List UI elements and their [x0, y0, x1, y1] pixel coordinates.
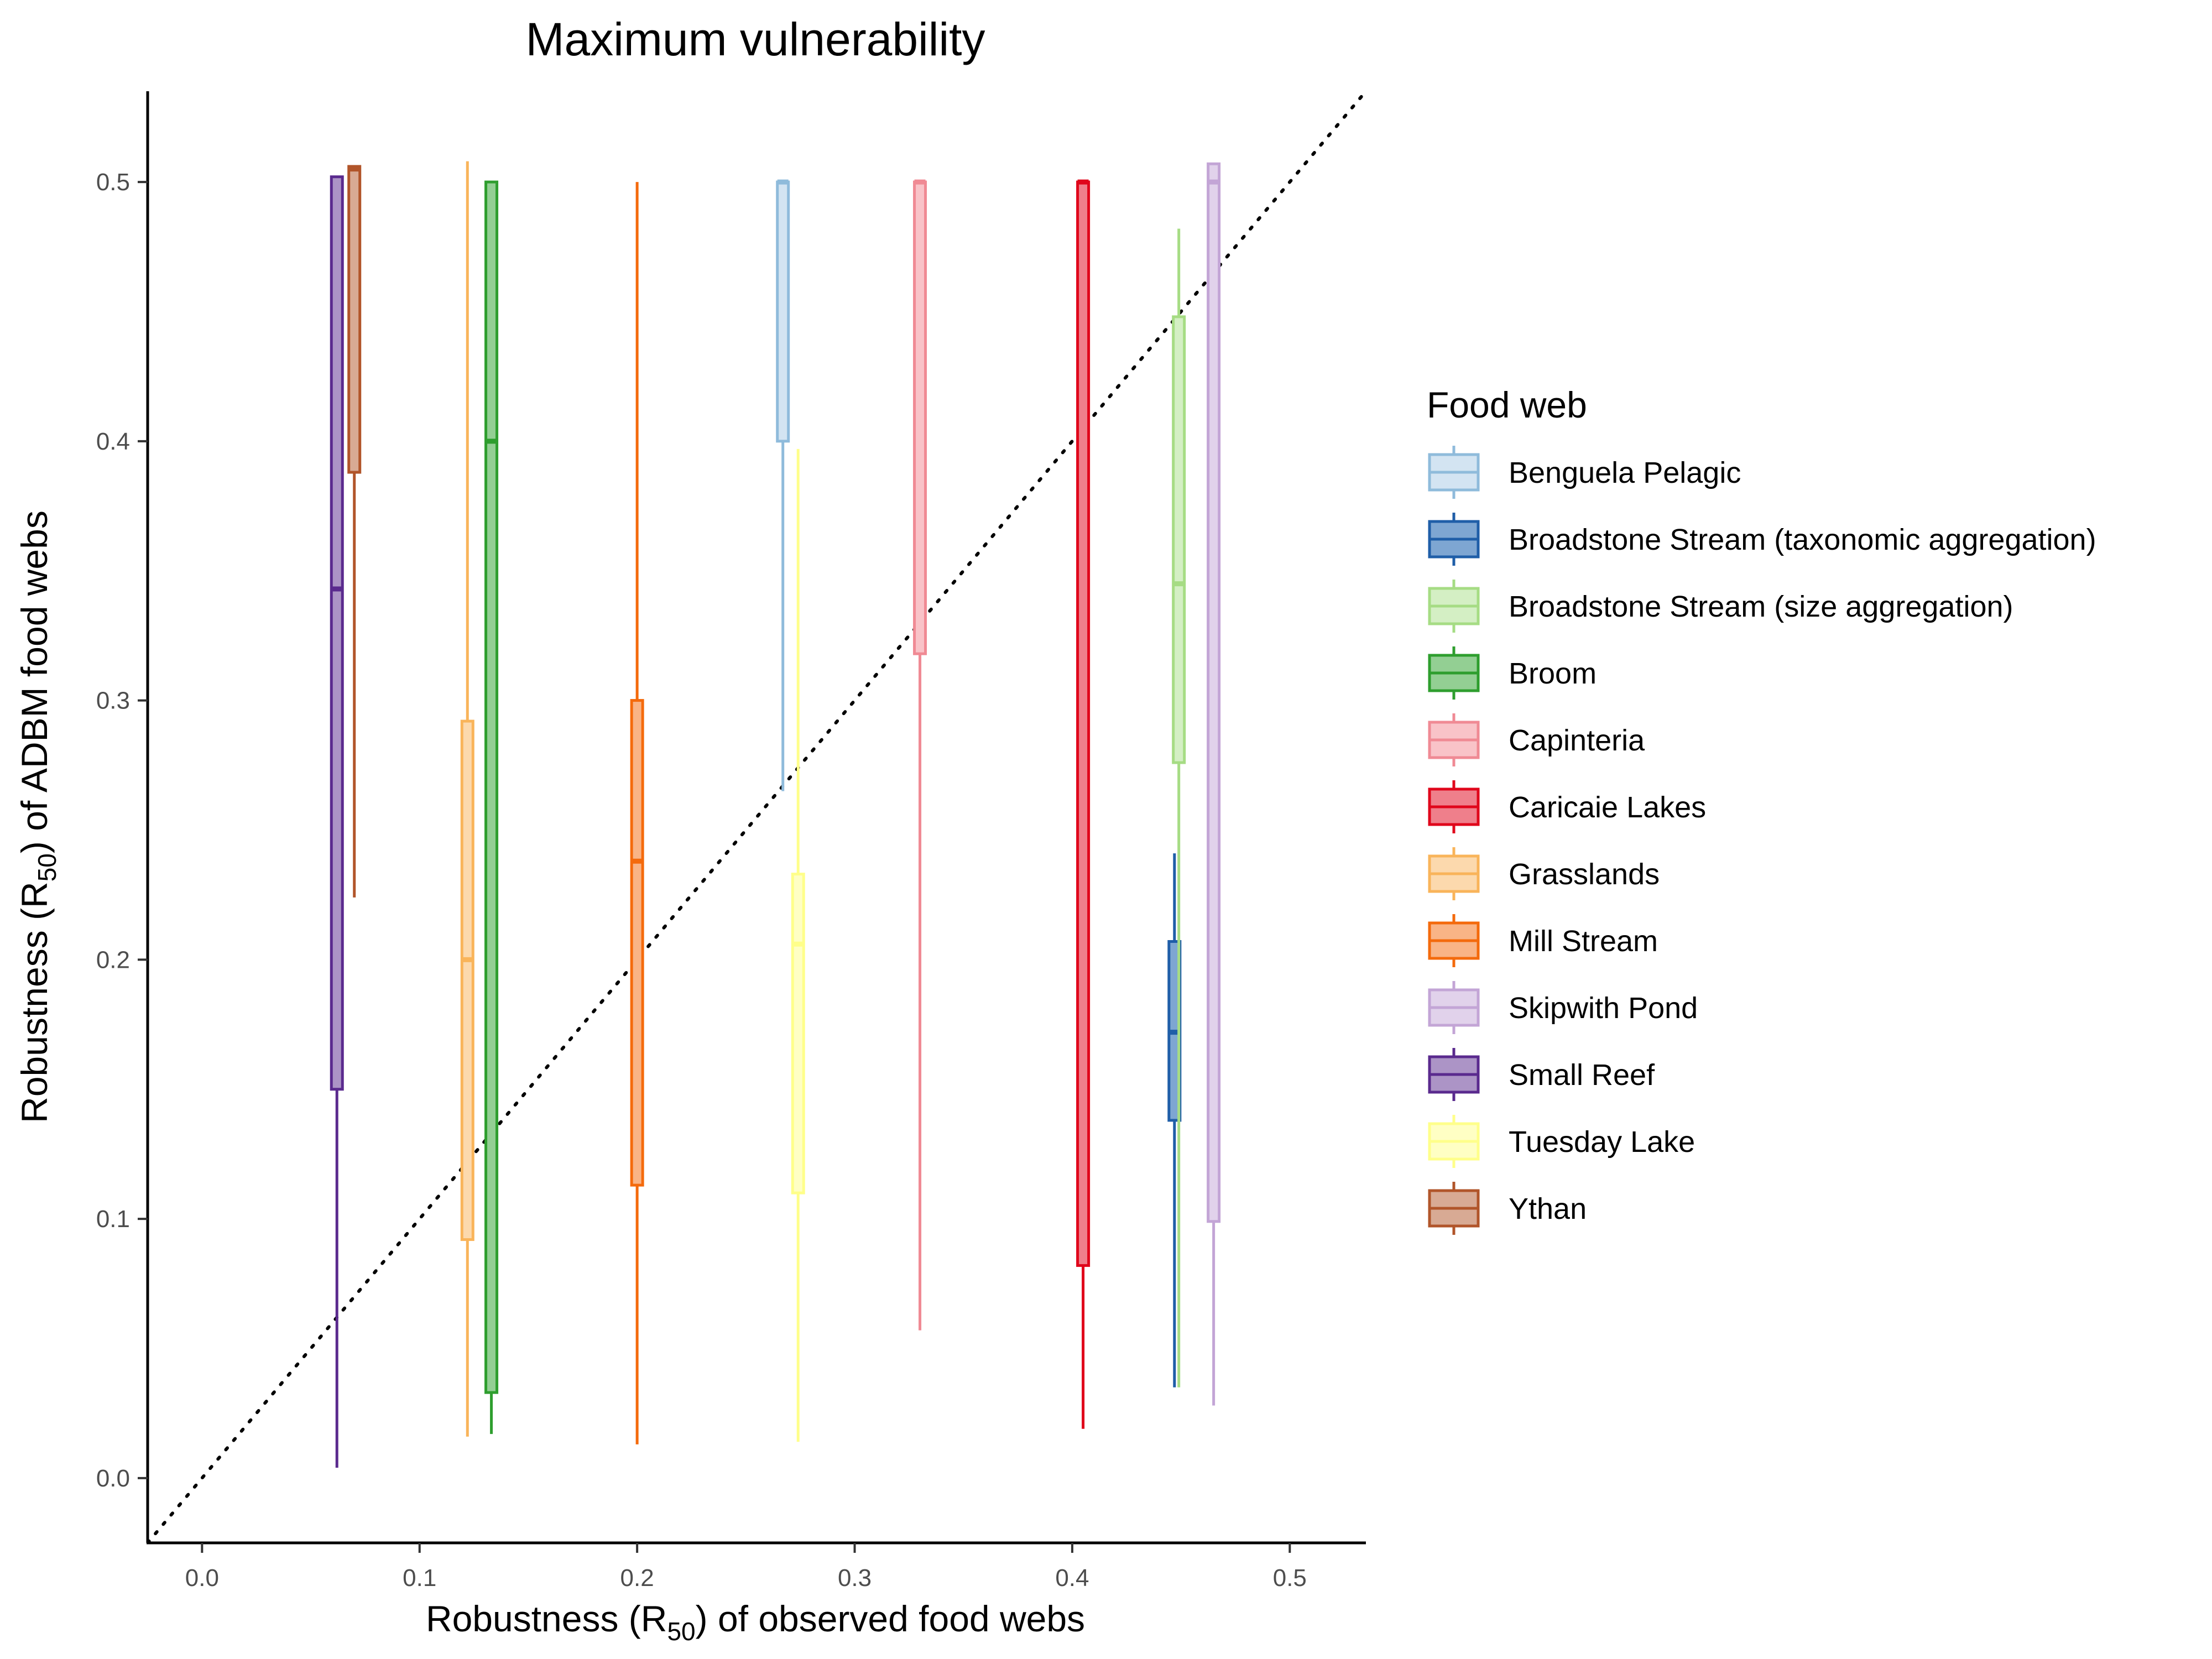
legend-item: Grasslands	[1428, 847, 1660, 900]
legend-label: Benguela Pelagic	[1509, 456, 1741, 489]
y-tick-label: 0.3	[96, 687, 130, 714]
boxplot-mill-stream	[630, 182, 644, 1444]
box	[330, 175, 344, 1091]
boxplot-capinteria	[913, 179, 927, 1331]
legend-item: Tuesday Lake	[1428, 1115, 1695, 1168]
x-tick-label: 0.3	[838, 1564, 872, 1592]
legend-label: Ythan	[1509, 1192, 1587, 1225]
box	[913, 180, 927, 655]
y-axis-title: Robustness (R50) of ADBM food webs	[14, 510, 61, 1123]
legend: Food web Benguela Pelagic Broadstone Stre…	[1427, 384, 2096, 1235]
box	[1207, 162, 1221, 1223]
boxplot-skipwith-pond	[1207, 162, 1221, 1406]
legend-item: Broom	[1428, 646, 1597, 700]
legend-item: Caricaie Lakes	[1428, 780, 1706, 833]
legend-title: Food web	[1427, 384, 1587, 425]
box	[776, 180, 790, 443]
x-axis-title: Robustness (R50) of observed food webs	[426, 1598, 1085, 1646]
x-tick-label: 0.2	[620, 1564, 654, 1592]
boxplot-ythan	[347, 165, 362, 898]
legend-label: Small Reef	[1509, 1058, 1655, 1092]
box	[1172, 315, 1186, 764]
boxplot-grasslands	[460, 161, 474, 1437]
x-tick-label: 0.5	[1273, 1564, 1307, 1592]
legend-label: Grasslands	[1509, 858, 1660, 891]
reference-line	[148, 91, 1366, 1543]
box	[1076, 180, 1091, 1267]
legend-item: Mill Stream	[1428, 914, 1658, 967]
boxplot-tuesday-lake	[791, 448, 805, 1442]
legend-item: Ythan	[1428, 1182, 1587, 1235]
x-tick-label: 0.4	[1055, 1564, 1089, 1592]
legend-item: Capinteria	[1428, 713, 1645, 766]
box	[460, 719, 474, 1241]
box	[791, 873, 805, 1194]
y-tick-label: 0.5	[96, 169, 130, 196]
legend-item: Small Reef	[1428, 1048, 1655, 1101]
legend-label: Mill Stream	[1509, 925, 1658, 958]
legend-label: Tuesday Lake	[1509, 1125, 1695, 1159]
legend-item: Benguela Pelagic	[1428, 446, 1741, 499]
box	[630, 699, 644, 1187]
x-tick-label: 0.1	[403, 1564, 436, 1592]
boxplot-benguela-pelagic	[776, 179, 790, 791]
legend-item: Skipwith Pond	[1428, 981, 1698, 1034]
x-tick-label: 0.0	[185, 1564, 219, 1592]
identity-line	[148, 91, 1366, 1543]
boxplot-caricaie-lakes	[1076, 179, 1091, 1429]
boxplots	[330, 161, 1221, 1468]
legend-items: Benguela Pelagic Broadstone Stream (taxon…	[1428, 446, 2096, 1235]
box	[347, 165, 362, 474]
legend-label: Caricaie Lakes	[1509, 791, 1706, 824]
legend-item: Broadstone Stream (size aggregation)	[1428, 580, 2013, 633]
boxplot-broadstone-stream-taxonomic-aggregation	[1167, 853, 1182, 1387]
legend-label: Broom	[1509, 657, 1597, 690]
y-tick-label: 0.0	[96, 1465, 130, 1492]
legend-item: Broadstone Stream (taxonomic aggregation…	[1428, 513, 2096, 566]
box	[484, 180, 499, 1394]
legend-label: Skipwith Pond	[1509, 992, 1698, 1025]
boxplot-small-reef	[330, 175, 344, 1468]
legend-label: Broadstone Stream (taxonomic aggregation…	[1509, 523, 2096, 556]
legend-label: Broadstone Stream (size aggregation)	[1509, 590, 2013, 623]
y-tick-label: 0.2	[96, 946, 130, 973]
y-tick-label: 0.4	[96, 428, 130, 455]
chart-title: Maximum vulnerability	[526, 13, 985, 65]
legend-label: Capinteria	[1509, 724, 1645, 757]
y-axis-ticks: 0.0 0.1 0.2 0.3 0.4 0.5	[96, 169, 148, 1492]
boxplot-broom	[484, 180, 499, 1434]
boxplot-broadstone-stream-size-aggregation	[1172, 228, 1186, 1387]
x-axis-ticks: 0.0 0.1 0.2 0.3 0.4 0.5	[185, 1543, 1307, 1592]
y-tick-label: 0.1	[96, 1206, 130, 1233]
